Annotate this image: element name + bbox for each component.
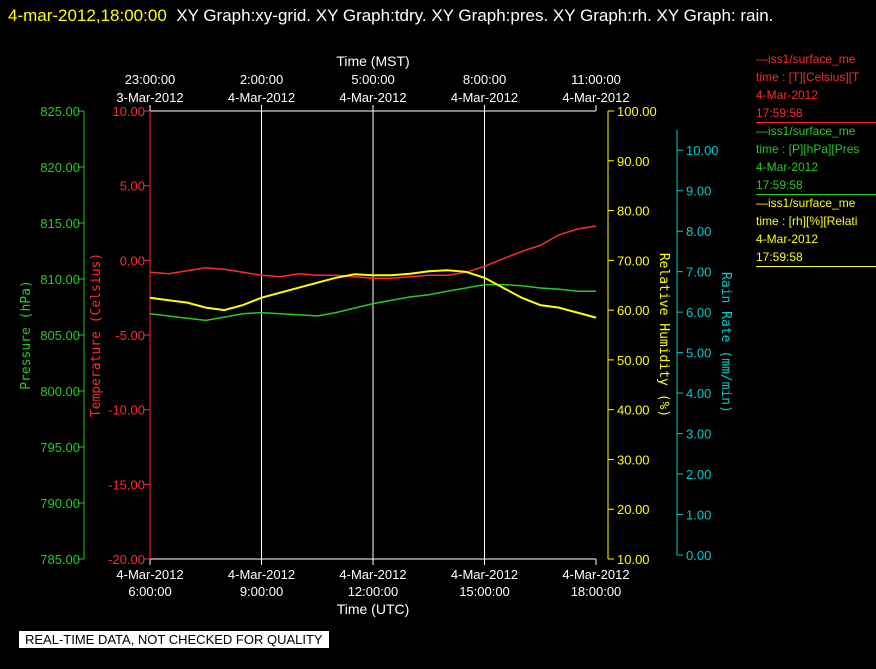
temperature-tick-label: -5.00 xyxy=(115,328,145,343)
rain-tick-label: 4.00 xyxy=(686,386,711,401)
temperature-tick-label: -10.00 xyxy=(108,403,145,418)
legend-time: 17:59:58 xyxy=(756,178,803,192)
pressure-series-line xyxy=(149,283,596,322)
x-tick-label: 6:00:00 xyxy=(128,584,171,599)
legend-field: time : [rh][%][Relati xyxy=(756,214,858,228)
top-tick-label: 23:00:00 xyxy=(125,72,176,87)
top-tick-label: 4-Mar-2012 xyxy=(228,90,295,105)
x-tick-label: 4-Mar-2012 xyxy=(228,567,295,582)
rain-tick-label: 2.00 xyxy=(686,467,711,482)
temperature-tick-label: -15.00 xyxy=(108,477,145,492)
humidity-tick-label: 80.00 xyxy=(617,204,650,219)
rain-tick-label: 8.00 xyxy=(686,224,711,239)
temperature-tick-label: -20.00 xyxy=(108,552,145,567)
humidity-tick-label: 20.00 xyxy=(617,502,650,517)
top-tick-label: 8:00:00 xyxy=(463,72,506,87)
temperature-series-line xyxy=(149,225,597,280)
top-tick-label: 11:00:00 xyxy=(571,72,621,87)
rain-tick-label: 6.00 xyxy=(686,305,711,320)
pressure-tick-label: 795.00 xyxy=(40,440,80,455)
humidity-tick-label: 50.00 xyxy=(617,353,650,368)
pressure-tick-label: 790.00 xyxy=(40,496,80,511)
legend-name: —iss1/surface_me xyxy=(756,196,856,210)
timestamp: 4-mar-2012,18:00:00 xyxy=(8,6,167,25)
x-tick-label: 15:00:00 xyxy=(459,584,510,599)
x-tick-label: 4-Mar-2012 xyxy=(562,567,629,582)
temperature-axis-title: Temperature (Celsius) xyxy=(89,253,104,417)
rain-tick-label: 9.00 xyxy=(686,184,711,199)
legend-date: 4-Mar-2012 xyxy=(756,160,819,174)
temperature-tick-label: 5.00 xyxy=(120,179,145,194)
pressure-tick-label: 825.00 xyxy=(40,104,80,119)
temperature-tick-label: 0.00 xyxy=(120,253,145,268)
legend-time: 17:59:58 xyxy=(756,106,803,120)
x-tick-label: 9:00:00 xyxy=(240,584,283,599)
top-tick-label: 2:00:00 xyxy=(240,72,283,87)
top-tick-label: 3-Mar-2012 xyxy=(116,90,183,105)
pressure-tick-label: 815.00 xyxy=(40,216,80,231)
rain-tick-label: 7.00 xyxy=(686,265,711,280)
quality-note: REAL-TIME DATA, NOT CHECKED FOR QUALITY xyxy=(19,631,329,648)
bottom-axis-title: Time (UTC) xyxy=(337,601,410,617)
humidity-tick-label: 10.00 xyxy=(617,552,650,567)
humidity-tick-label: 90.00 xyxy=(617,154,650,169)
rain-tick-label: 1.00 xyxy=(686,508,711,523)
legend-pressure: —iss1/surface_me time : [P][hPa][Pres 4-… xyxy=(756,122,876,195)
pressure-tick-label: 785.00 xyxy=(40,552,80,567)
legend-humidity: —iss1/surface_me time : [rh][%][Relati 4… xyxy=(756,194,876,267)
humidity-tick-label: 60.00 xyxy=(617,303,650,318)
pressure-tick-label: 800.00 xyxy=(40,384,80,399)
top-tick-label: 5:00:00 xyxy=(351,72,394,87)
legend-time: 17:59:58 xyxy=(756,250,803,264)
legend-field: time : [T][Celsius][T xyxy=(756,70,860,84)
rain-tick-label: 0.00 xyxy=(686,548,711,563)
top-axis-title: Time (MST) xyxy=(336,53,409,69)
humidity-series-line xyxy=(149,269,597,319)
humidity-tick-label: 40.00 xyxy=(617,403,650,418)
rain-tick-label: 5.00 xyxy=(686,346,711,361)
pressure-tick-label: 810.00 xyxy=(40,272,80,287)
page-title: 4-mar-2012,18:00:00 XY Graph:xy-grid. XY… xyxy=(8,2,858,30)
x-tick-label: 4-Mar-2012 xyxy=(451,567,518,582)
pressure-tick-label: 805.00 xyxy=(40,328,80,343)
rain-axis-title: Rain Rate (mm/min) xyxy=(718,272,733,413)
graph-list: XY Graph:xy-grid. XY Graph:tdry. XY Grap… xyxy=(176,6,774,25)
x-tick-label: 4-Mar-2012 xyxy=(116,567,183,582)
humidity-tick-label: 70.00 xyxy=(617,253,650,268)
legend-name: —iss1/surface_me xyxy=(756,52,856,66)
pressure-axis-title: Pressure (hPa) xyxy=(19,280,34,390)
x-tick-label: 4-Mar-2012 xyxy=(339,567,406,582)
legend-field: time : [P][hPa][Pres xyxy=(756,142,860,156)
legend-date: 4-Mar-2012 xyxy=(756,88,819,102)
x-tick-label: 18:00:00 xyxy=(571,584,622,599)
pressure-tick-label: 820.00 xyxy=(40,160,80,175)
humidity-tick-label: 30.00 xyxy=(617,452,650,467)
x-tick-label: 12:00:00 xyxy=(348,584,399,599)
legend-date: 4-Mar-2012 xyxy=(756,232,819,246)
legend-temperature: —iss1/surface_me time : [T][Celsius][T 4… xyxy=(756,50,876,123)
top-tick-label: 4-Mar-2012 xyxy=(451,90,518,105)
rain-tick-label: 10.00 xyxy=(686,143,719,158)
legend-name: —iss1/surface_me xyxy=(756,124,856,138)
rain-tick-label: 3.00 xyxy=(686,427,711,442)
temperature-tick-label: 10.00 xyxy=(112,104,145,119)
top-tick-label: 4-Mar-2012 xyxy=(562,90,629,105)
humidity-axis-title: Relative Humidity (%) xyxy=(656,253,671,417)
humidity-tick-label: 100.00 xyxy=(617,104,657,119)
top-tick-label: 4-Mar-2012 xyxy=(339,90,406,105)
